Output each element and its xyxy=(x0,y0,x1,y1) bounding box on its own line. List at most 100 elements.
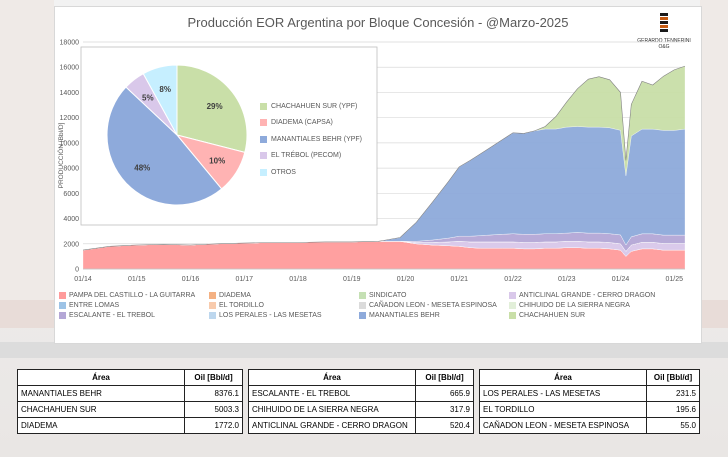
x-tick-label: 01/25 xyxy=(665,276,683,283)
legend-item: ENTRE LOMAS xyxy=(59,302,209,309)
header-oil: Oil [Bbl/d] xyxy=(415,369,474,386)
pie-legend-label: MANANTIALES BEHR (YPF) xyxy=(271,135,363,143)
pie-slice-label: 10% xyxy=(209,157,225,166)
legend-label: DIADEMA xyxy=(219,292,251,299)
legend-item: SINDICATO xyxy=(359,292,509,299)
legend-item: MANANTIALES BEHR xyxy=(359,312,509,319)
y-axis-label: PRODUCCIÓN [Bbl/D] xyxy=(56,122,65,188)
logo: GERARDO TENNERINI O&G xyxy=(633,11,695,57)
cell-area: ANTICLINAL GRANDE - CERRO DRAGON xyxy=(248,417,416,434)
pie-legend-swatch xyxy=(260,135,267,143)
cell-oil: 8376.1 xyxy=(184,385,243,402)
x-tick-label: 01/18 xyxy=(289,276,307,283)
legend-swatch xyxy=(359,292,366,299)
legend-item: PAMPA DEL CASTILLO - LA GUITARRA xyxy=(59,292,209,299)
legend-label: CAÑADON LEON - MESETA ESPINOSA xyxy=(369,302,497,309)
table-row: ESCALANTE - EL TREBOL 665.9 xyxy=(248,385,474,402)
cell-area: CHIHUIDO DE LA SIERRA NEGRA xyxy=(248,401,416,418)
cell-oil: 55.0 xyxy=(646,417,700,434)
pie-legend-label: DIADEMA (CAPSA) xyxy=(271,119,333,127)
y-tick-label: 0 xyxy=(75,267,79,274)
legend-swatch xyxy=(509,292,516,299)
header-area: Área xyxy=(17,369,185,386)
legend-item: DIADEMA xyxy=(209,292,359,299)
x-tick-label: 01/14 xyxy=(74,276,92,283)
legend-label: ANTICLINAL GRANDE - CERRO DRAGON xyxy=(519,292,656,299)
table-2: Área Oil [Bbl/d] ESCALANTE - EL TREBOL 66… xyxy=(248,369,474,434)
legend-item: LOS PERALES - LAS MESETAS xyxy=(209,312,359,319)
pie-slice xyxy=(106,86,223,206)
header-area: Área xyxy=(248,369,416,386)
y-tick-label: 4000 xyxy=(63,216,79,223)
pie-legend-item: MANANTIALES BEHR (YPF) xyxy=(260,131,362,148)
cell-area: CAÑADON LEON - MESETA ESPINOSA xyxy=(479,417,647,434)
pie-legend-item: DIADEMA (CAPSA) xyxy=(260,115,362,132)
pie-slice xyxy=(142,64,178,136)
pie-legend-item: OTROS xyxy=(260,164,362,181)
legend-item: CHIHUIDO DE LA SIERRA NEGRA xyxy=(509,302,689,309)
legend-item: EL TORDILLO xyxy=(209,302,359,309)
cell-area: CHACHAHUEN SUR xyxy=(17,401,185,418)
y-tick-label: 14000 xyxy=(60,90,80,97)
table-1: Área Oil [Bbl/d] MANANTIALES BEHR 8376.1 … xyxy=(17,369,243,434)
legend-label: SINDICATO xyxy=(369,292,407,299)
pie-legend-swatch xyxy=(260,102,267,110)
x-tick-label: 01/24 xyxy=(612,276,630,283)
legend-swatch xyxy=(509,302,516,309)
legend-swatch xyxy=(59,312,66,319)
y-tick-label: 6000 xyxy=(63,191,79,198)
legend-item: CAÑADON LEON - MESETA ESPINOSA xyxy=(359,302,509,309)
cell-oil: 317.9 xyxy=(415,401,474,418)
cell-oil: 5003.3 xyxy=(184,401,243,418)
table-row: CHACHAHUEN SUR 5003.3 xyxy=(17,401,243,418)
y-tick-label: 16000 xyxy=(60,65,80,72)
cell-area: ESCALANTE - EL TREBOL xyxy=(248,385,416,402)
legend-label: PAMPA DEL CASTILLO - LA GUITARRA xyxy=(69,292,196,299)
logo-mark-icon xyxy=(660,13,668,32)
legend-label: EL TORDILLO xyxy=(219,302,265,309)
cell-area: DIADEMA xyxy=(17,417,185,434)
pie-legend: CHACHAHUEN SUR (YPF) DIADEMA (CAPSA) MANAN… xyxy=(260,98,362,181)
y-tick-label: 8000 xyxy=(63,166,79,173)
legend-swatch xyxy=(59,302,66,309)
x-tick-label: 01/22 xyxy=(504,276,522,283)
table-row: ANTICLINAL GRANDE - CERRO DRAGON 520.4 xyxy=(248,417,474,434)
chart-title: Producción EOR Argentina por Bloque Conc… xyxy=(187,15,569,30)
y-tick-label: 2000 xyxy=(63,241,79,248)
cell-oil: 1772.0 xyxy=(184,417,243,434)
pie-legend-label: CHACHAHUEN SUR (YPF) xyxy=(271,102,358,110)
pie-legend-swatch xyxy=(260,119,267,127)
table-row: EL TORDILLO 195.6 xyxy=(479,401,700,418)
x-tick-label: 01/15 xyxy=(128,276,146,283)
legend-label: LOS PERALES - LAS MESETAS xyxy=(219,312,322,319)
y-tick-label: 10000 xyxy=(60,140,80,147)
table-3: Área Oil [Bbl/d] LOS PERALES - LAS MESET… xyxy=(479,369,700,434)
legend-item: ANTICLINAL GRANDE - CERRO DRAGON xyxy=(509,292,689,299)
legend-swatch xyxy=(509,312,516,319)
cell-oil: 195.6 xyxy=(646,401,700,418)
table-header-row: Área Oil [Bbl/d] xyxy=(248,369,474,386)
cell-oil: 520.4 xyxy=(415,417,474,434)
x-tick-label: 01/17 xyxy=(235,276,253,283)
x-tick-label: 01/20 xyxy=(397,276,415,283)
y-tick-label: 12000 xyxy=(60,115,80,122)
legend-item: CHACHAHUEN SUR xyxy=(509,312,689,319)
pie-slice xyxy=(176,64,248,154)
legend-label: MANANTIALES BEHR xyxy=(369,312,440,319)
pie-legend-swatch xyxy=(260,168,267,176)
pie-legend-label: OTROS xyxy=(271,168,296,176)
pie-slice-label: 29% xyxy=(207,102,223,111)
table-row: MANANTIALES BEHR 8376.1 xyxy=(17,385,243,402)
legend-item: ESCALANTE - EL TREBOL xyxy=(59,312,209,319)
legend-label: CHIHUIDO DE LA SIERRA NEGRA xyxy=(519,302,630,309)
x-tick-label: 01/23 xyxy=(558,276,576,283)
legend-label: CHACHAHUEN SUR xyxy=(519,312,586,319)
legend-swatch xyxy=(59,292,66,299)
legend-swatch xyxy=(209,302,216,309)
logo-line2: O&G xyxy=(658,44,670,50)
table-row: DIADEMA 1772.0 xyxy=(17,417,243,434)
legend-label: ESCALANTE - EL TREBOL xyxy=(69,312,155,319)
cell-area: EL TORDILLO xyxy=(479,401,647,418)
chart-legend: PAMPA DEL CASTILLO - LA GUITARRA DIADEMA S… xyxy=(59,292,697,319)
header-area: Área xyxy=(479,369,647,386)
